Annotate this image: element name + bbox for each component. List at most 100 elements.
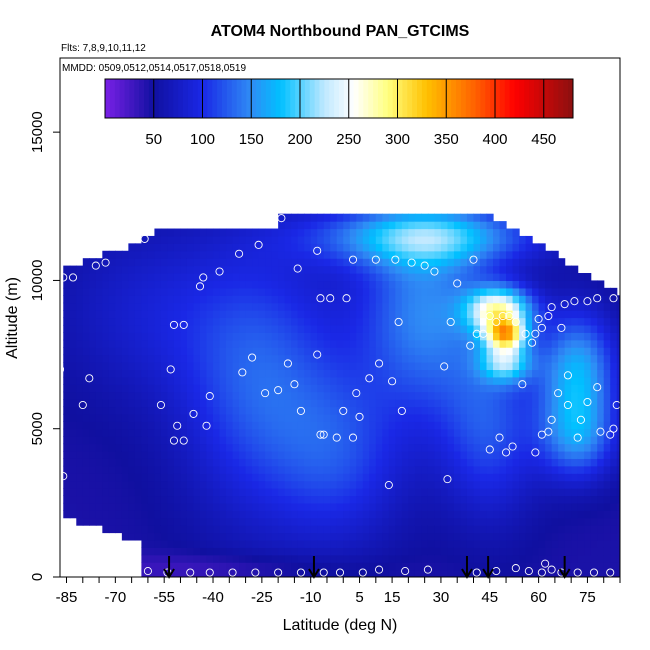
heatmap-cell [304,517,312,526]
heatmap-cell [584,406,592,415]
heatmap-cell [447,347,455,356]
heatmap-cell [310,517,318,526]
heatmap-cell [473,258,481,267]
heatmap-cell [401,339,409,348]
heatmap-cell [206,235,214,244]
heatmap-cell [564,562,572,571]
heatmap-cell [284,235,292,244]
heatmap-cell [336,406,344,415]
heatmap-cell [369,554,377,563]
heatmap-cell [395,510,403,519]
heatmap-cell [551,488,559,497]
heatmap-cell [460,280,468,289]
heatmap-cell [336,221,344,230]
heatmap-cell [336,473,344,482]
heatmap-cell [486,443,494,452]
heatmap-cell [63,310,71,319]
heatmap-cell [108,250,116,259]
heatmap-cell [466,302,475,311]
heatmap-cell [154,250,162,259]
heatmap-cell [304,488,312,497]
heatmap-cell [434,221,442,230]
heatmap-cell [317,213,325,222]
heatmap-cell [258,369,266,378]
heatmap-cell [82,384,90,393]
heatmap-cell [401,391,409,400]
observation-point [589,568,599,577]
heatmap-cell [577,280,585,289]
heatmap-cell [453,265,462,274]
observation-point [101,258,110,267]
heatmap-cell [180,480,188,489]
heatmap-cell [480,221,488,230]
heatmap-cell [330,258,338,267]
heatmap-cell [121,250,129,259]
heatmap-cell [245,324,253,333]
heatmap-cell [375,235,383,244]
colorbar-cell [212,79,218,118]
heatmap-cell [121,465,129,474]
heatmap-cell [356,510,364,519]
heatmap-cell [258,569,266,577]
heatmap-cell [258,332,266,341]
heatmap-cell [473,228,481,237]
y-tick-label: 0 [29,573,46,581]
heatmap-cell [330,235,338,244]
heatmap-cell [616,384,620,393]
heatmap-cell [69,317,77,326]
heatmap-cell [558,361,566,370]
heatmap-cell [115,502,123,511]
heatmap-cell [414,280,422,289]
heatmap-cell [434,413,442,422]
heatmap-cell [343,480,351,489]
heatmap-cell [154,376,162,385]
heatmap-cell [128,510,136,519]
observation-point [60,472,68,481]
observation-point [235,249,244,258]
heatmap-cell [551,273,559,282]
heatmap-cell [95,473,103,482]
heatmap-cell [395,495,403,504]
heatmap-cell [69,265,77,274]
heatmap-cell [180,495,188,504]
heatmap-cell [401,502,409,511]
heatmap-cell [349,510,357,519]
heatmap-cell [304,436,312,445]
heatmap-cell [297,273,305,282]
heatmap-cell [102,428,110,437]
observation-point [537,430,546,439]
heatmap-cell [473,265,481,274]
heatmap-cell [460,332,468,341]
heatmap-cell [213,480,221,489]
heatmap-cell [466,347,475,356]
heatmap-cell [213,525,221,534]
heatmap-cell [440,510,449,519]
heatmap-cell [173,310,182,319]
heatmap-cell [343,243,351,252]
heatmap-cell [200,361,208,370]
heatmap-cell [473,369,481,378]
heatmap-cell [284,280,292,289]
heatmap-cell [590,539,598,548]
heatmap-cell [63,502,71,511]
heatmap-cell [226,391,234,400]
heatmap-cell [382,361,390,370]
heatmap-cell [317,421,325,430]
heatmap-cell [82,332,90,341]
heatmap-cell [95,458,103,467]
heatmap-cell [473,273,481,282]
heatmap-cell [551,428,559,437]
heatmap-cell [532,265,540,274]
observation-point [205,392,214,401]
heatmap-cell [134,324,142,333]
heatmap-cell [160,510,169,519]
heatmap-cell [69,273,77,282]
heatmap-cell [232,384,240,393]
heatmap-cell [330,421,338,430]
heatmap-cell [310,406,318,415]
heatmap-cell [349,502,357,511]
heatmap-cell [278,547,286,556]
observation-point [348,255,358,264]
heatmap-cell [128,458,136,467]
heatmap-cell [466,428,475,437]
